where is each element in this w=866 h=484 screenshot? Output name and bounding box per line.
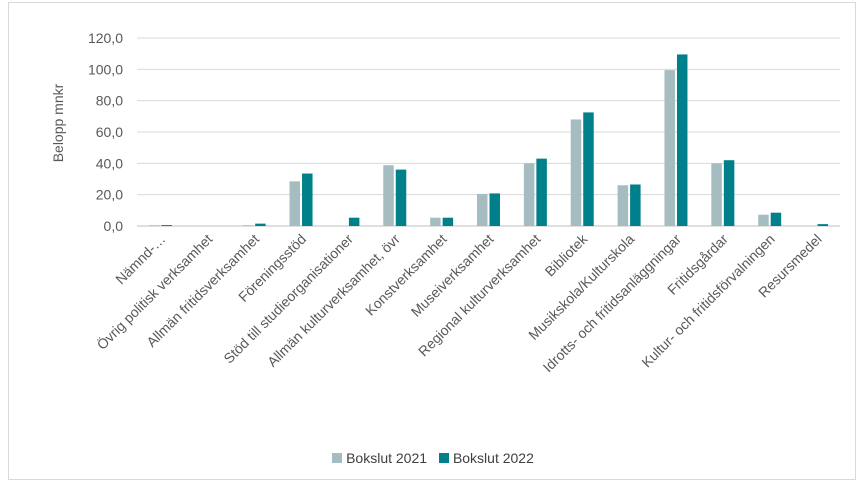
bar-2021: [430, 217, 441, 226]
bar-2022: [770, 212, 782, 226]
gridlines: [137, 37, 840, 227]
bar-2022: [630, 184, 641, 226]
y-axis-label: Belopp mnkr: [50, 83, 66, 162]
bar-2021: [148, 225, 160, 226]
bar-2021: [477, 193, 488, 226]
chart-frame: [8, 2, 856, 480]
bar-2022: [302, 173, 313, 226]
legend-swatch-2021: [332, 453, 343, 463]
legend-label-2021: Bokslut 2021: [346, 450, 428, 466]
y-tick-label: 40,0: [96, 155, 123, 171]
bar-2022: [348, 217, 360, 226]
bar-2022: [489, 193, 500, 226]
bar-2021: [664, 70, 675, 226]
bar-2022: [723, 160, 735, 226]
y-tick-label: 20,0: [96, 187, 123, 203]
legend-item-2022: Bokslut 2022: [438, 450, 534, 466]
y-tick-label: 120,0: [88, 30, 123, 46]
y-tick-label: 100,0: [88, 61, 123, 77]
bar-2022: [817, 224, 829, 226]
x-tick-label: Museiverksamhet: [408, 231, 497, 320]
bar-2021: [289, 181, 301, 226]
legend-item-2021: Bokslut 2021: [332, 450, 427, 466]
bar-2022: [583, 112, 594, 226]
legend: Bokslut 2021 Bokslut 2022: [0, 450, 866, 466]
bar-2021: [570, 119, 582, 226]
bar-2021: [523, 163, 535, 226]
bar-2022: [442, 217, 454, 226]
bar-2021: [617, 185, 629, 226]
y-tick-label: 0,0: [104, 218, 124, 234]
legend-label-2022: Bokslut 2022: [452, 450, 534, 466]
bars: [148, 54, 829, 227]
bar-2022: [536, 158, 547, 226]
bar-2021: [711, 163, 722, 226]
bar-2021: [242, 225, 254, 226]
bar-2022: [255, 223, 266, 226]
bar-2022: [395, 169, 407, 226]
y-tick-label: 60,0: [96, 124, 123, 140]
bar-2022: [676, 54, 688, 227]
y-tick-label: 80,0: [96, 93, 123, 109]
y-axis-ticks: 0,0 20,0 40,0 60,0 80,0 100,0 120,0: [88, 30, 123, 234]
bar-2022: [161, 225, 172, 226]
bar-2021: [383, 165, 394, 226]
legend-swatch-2022: [438, 453, 449, 463]
bar-2021: [758, 214, 769, 226]
x-tick-label: Konstverksamhet: [362, 231, 450, 319]
